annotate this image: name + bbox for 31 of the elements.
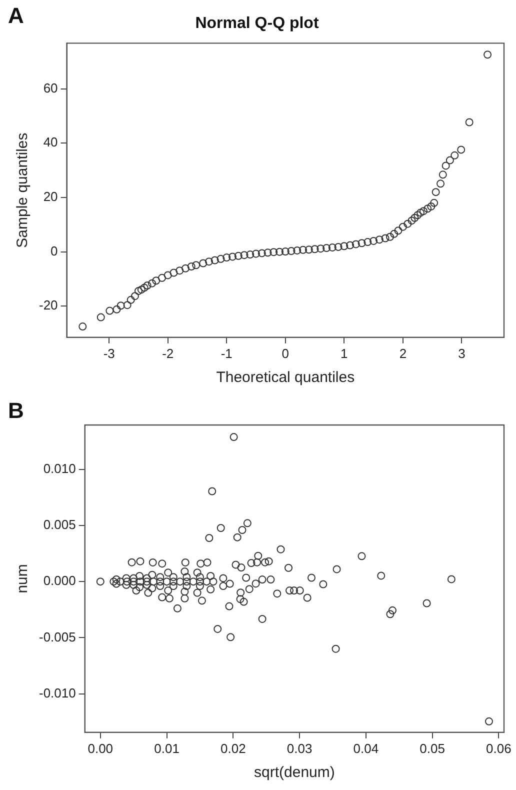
text: A	[8, 3, 24, 28]
y-tick-label: -20	[38, 298, 58, 313]
y-tick-label: 0.000	[43, 573, 76, 588]
x-tick-label: 0.04	[353, 740, 379, 756]
x-tick-label: 0.00	[88, 740, 114, 756]
x-tick-label: 0.01	[154, 740, 180, 756]
text: B	[8, 398, 24, 424]
x-tick-label: 0.02	[220, 740, 246, 756]
y-tick-label: -0.005	[38, 629, 76, 644]
y-tick-label: 40	[43, 134, 58, 150]
x-axis-title: sqrt(denum)	[254, 764, 335, 782]
y-tick-label: -0.010	[38, 685, 76, 700]
y-tick-label: 20	[43, 189, 58, 204]
y-tick-label: 60	[43, 80, 58, 96]
y-tick-label: 0	[50, 243, 58, 258]
y-tick-label: 0.005	[43, 516, 76, 532]
x-tick-label: 0.05	[420, 740, 445, 756]
x-tick-label: -1	[220, 346, 232, 361]
x-tick-label: 3	[458, 346, 466, 361]
x-tick-label: -3	[103, 346, 115, 361]
y-axis-title: Sample quantiles	[14, 132, 32, 248]
x-tick-label: 0.06	[486, 740, 512, 756]
x-tick-label: -2	[162, 346, 174, 361]
y-tick-label: 0.010	[43, 460, 76, 476]
x-axis-title: Theoretical quantiles	[216, 369, 355, 386]
chart-title: Normal Q-Q plot	[195, 15, 320, 32]
x-tick-label: 0.03	[286, 740, 312, 756]
x-tick-label: 1	[340, 346, 348, 361]
x-tick-label: 2	[399, 346, 407, 361]
x-tick-label: 0	[282, 346, 290, 361]
y-axis-title: num	[14, 564, 32, 594]
